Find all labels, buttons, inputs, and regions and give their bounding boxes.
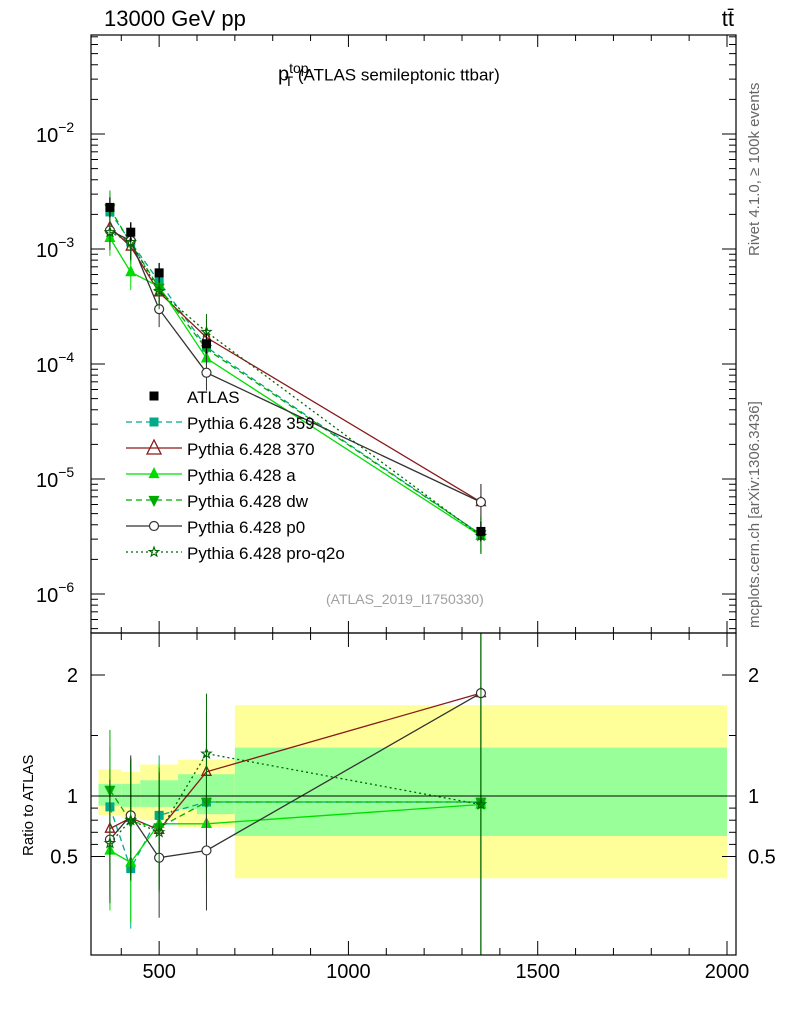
legend-label-3: Pythia 6.428 a	[187, 466, 296, 485]
main-point-5-0	[103, 225, 117, 238]
ratio-ytick-label-2: 2	[67, 665, 78, 687]
main-line-3	[109, 208, 482, 535]
main-line-1	[109, 226, 482, 503]
main-plot-curves	[103, 190, 488, 554]
legend-label-4: Pythia 6.428 dw	[187, 492, 309, 511]
xtick-label-2: 1500	[515, 961, 560, 983]
main-point-4-4	[475, 496, 487, 508]
ratio-ytick-label-right-2: 2	[748, 665, 759, 687]
main-line-0	[109, 211, 482, 535]
plot-title: ptopT (ATLAS semileptonic ttbar)	[278, 60, 500, 89]
legend-marker-3	[148, 495, 160, 507]
main-ytick-exp-1: −5	[58, 464, 74, 480]
ratio-ytick-label-1: 1	[67, 786, 78, 808]
rivet-version-label: Rivet 4.1.0, ≥ 100k events	[746, 82, 763, 256]
atlas-point-4	[476, 526, 486, 536]
legend: ATLAS Pythia 6.428 359 Pythia 6.428 370 Pyt…	[126, 388, 345, 563]
atlas-point-1	[126, 227, 136, 237]
ratio-plot-frame	[90, 632, 737, 956]
main-point-2-1	[125, 265, 137, 277]
main-line-4	[109, 229, 482, 503]
atlas-point-2	[154, 268, 164, 278]
ratio-point-5-3	[200, 746, 213, 760]
atlas-point-0	[105, 202, 115, 212]
ratio-ytick-label-right-1: 1	[748, 786, 759, 808]
energy-label: 13000 GeV pp	[104, 6, 246, 31]
xtick-label-1: 1000	[326, 961, 371, 983]
legend-label-6: Pythia 6.428 pro-q2o	[187, 544, 345, 563]
main-ytick-exp-4: −2	[58, 119, 74, 135]
ratio-point-5-2	[152, 825, 166, 838]
legend-label-5: Pythia 6.428 p0	[187, 518, 305, 537]
atlas-point-3	[201, 339, 211, 349]
ratio-ytick-label-right-0: 0.5	[748, 847, 776, 869]
ratio-point-5-4	[474, 797, 488, 810]
main-point-5-1	[124, 235, 138, 248]
main-point-5-2	[152, 284, 166, 297]
ratio-ytick-label-0: 0.5	[50, 847, 78, 869]
ratio-line-3	[109, 789, 481, 829]
main-ytick-exp-0: −6	[58, 579, 74, 595]
main-ytick-label-0: 10−6	[36, 579, 74, 607]
legend-marker-1	[145, 438, 163, 455]
main-ytick-exp-2: −4	[58, 349, 74, 365]
xtick-label-0: 500	[142, 961, 175, 983]
mcplots-label: mcplots.cern.ch [arXiv:1306.3436]	[746, 401, 763, 628]
legend-label-0: ATLAS	[187, 388, 240, 407]
legend-marker-4	[148, 520, 160, 532]
legend-marker-5	[147, 545, 161, 558]
ratio-axis-label: Ratio to ATLAS	[20, 754, 37, 856]
legend-marker-0	[149, 417, 159, 427]
main-ytick-label-2: 10−4	[36, 349, 74, 377]
legend-marker-2	[148, 467, 160, 479]
main-ytick-label-1: 10−5	[36, 464, 74, 492]
main-ytick-label-3: 10−3	[36, 234, 74, 262]
xtick-label-3: 2000	[705, 961, 750, 983]
ratio-point-5-1	[124, 813, 138, 826]
main-point-4-3	[201, 367, 212, 378]
ratio-plot-curves	[103, 633, 488, 955]
analysis-id-label: (ATLAS_2019_I1750330)	[326, 591, 484, 607]
legend-label-1: Pythia 6.428 359	[187, 414, 315, 433]
ratio-axis-ticks: 0.5 0.5 1 1 2 2 500 1000 1500 2000	[50, 633, 776, 983]
legend-atlas-marker	[149, 391, 159, 401]
main-axis-ticks: 10−6 10−5 10−4 10−3 10−2	[36, 35, 736, 633]
main-ytick-exp-3: −3	[58, 234, 74, 250]
green-band-4	[196, 774, 235, 815]
ratio-point-5-0	[103, 836, 117, 849]
main-line-5	[109, 231, 482, 537]
main-ytick-label-4: 10−2	[36, 119, 74, 147]
legend-label-2: Pythia 6.428 370	[187, 440, 315, 459]
ratio-point-4-3	[201, 845, 212, 856]
process-label: tt̄	[721, 6, 734, 31]
